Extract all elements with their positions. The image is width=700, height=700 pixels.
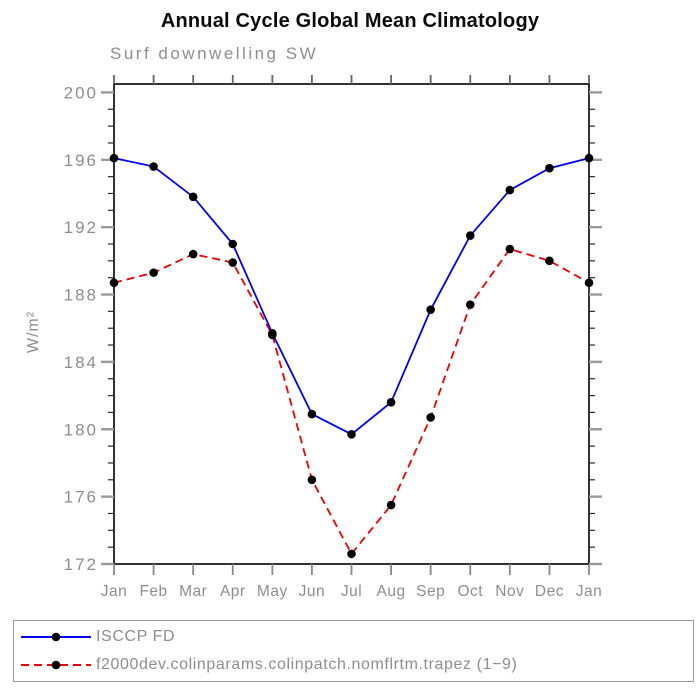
legend-entry-f2000dev: f2000dev.colinparams.colinpatch.nomflrtm…	[20, 652, 687, 679]
data-point-marker	[465, 231, 475, 240]
data-point-marker	[109, 153, 119, 163]
x-tick-label: Mar	[179, 583, 207, 600]
data-point-marker	[584, 278, 594, 288]
series-line-isccp	[113, 157, 590, 436]
data-point-marker	[228, 239, 238, 249]
x-tick-label: Jun	[299, 583, 326, 600]
legend-marker-dot	[51, 632, 61, 642]
data-point-marker	[307, 475, 317, 485]
legend-marker-dot	[51, 660, 61, 670]
legend-label: f2000dev.colinparams.colinpatch.nomflrtm…	[96, 656, 518, 673]
data-point-marker	[386, 398, 396, 407]
x-tick-label: Aug	[377, 583, 406, 600]
y-tick-label: 184	[64, 353, 98, 372]
data-point-marker	[109, 278, 119, 288]
red-dashed-line-icon	[21, 660, 91, 670]
data-point-marker	[505, 244, 515, 254]
legend: ISCCP FD f2000dev.colinparams.colinpatch…	[13, 620, 694, 682]
x-tick-label: Jan	[576, 583, 603, 600]
data-point-marker	[584, 153, 594, 163]
data-point-marker	[465, 300, 475, 309]
x-tick-label: Jan	[101, 583, 128, 600]
y-tick-label: 192	[64, 218, 98, 237]
legend-label: ISCCP FD	[96, 628, 176, 645]
data-point-marker	[347, 549, 356, 559]
y-tick-label: 172	[64, 555, 98, 574]
data-point-marker	[426, 413, 435, 422]
data-point-marker	[188, 249, 198, 259]
x-tick-label: Oct	[457, 583, 483, 600]
data-point-marker	[505, 185, 515, 195]
x-tick-label: Feb	[139, 583, 167, 600]
data-point-marker	[307, 409, 317, 419]
data-point-marker	[347, 430, 356, 439]
y-tick-label: 200	[64, 83, 98, 102]
y-tick-label: 176	[64, 488, 98, 507]
series-line-f2000dev	[113, 248, 590, 556]
y-tick-label: 196	[64, 151, 98, 170]
x-tick-label: Sep	[416, 583, 445, 600]
x-tick-label: Dec	[535, 583, 564, 600]
y-axis-label: W/m²	[25, 311, 42, 353]
blue-solid-line-icon	[21, 632, 91, 642]
chart-subtitle: Surf downwelling SW	[110, 44, 319, 63]
chart-title: Annual Cycle Global Mean Climatology	[160, 10, 540, 32]
data-point-marker	[149, 268, 158, 277]
y-tick-label: 180	[64, 420, 98, 439]
x-tick-label: May	[257, 583, 288, 600]
x-tick-label: Nov	[495, 583, 524, 600]
data-point-marker	[545, 256, 554, 266]
data-point-marker	[545, 163, 554, 173]
data-point-marker	[228, 258, 238, 267]
y-tick-label: 188	[64, 286, 98, 305]
x-tick-label: Apr	[220, 583, 246, 600]
data-point-marker	[386, 500, 396, 510]
data-point-marker	[149, 162, 158, 171]
plot-area: Jan Feb Mar Apr May Jun Jul Aug Sep Oct Nov Dec Jan1…	[25, 75, 603, 600]
x-tick-label: Jul	[341, 583, 362, 600]
axis-box	[113, 83, 590, 565]
data-point-marker	[188, 192, 198, 202]
data-point-marker	[268, 328, 277, 338]
data-point-marker	[426, 305, 435, 314]
legend-entry-isccp: ISCCP FD	[20, 624, 687, 651]
